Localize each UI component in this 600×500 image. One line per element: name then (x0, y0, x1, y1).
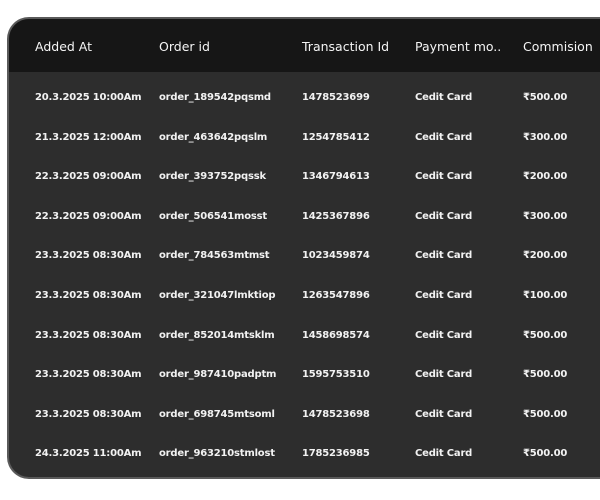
transactions-table: Added At Order id Transaction Id Payment… (7, 17, 600, 479)
cell-commission: ₹300.00 (523, 210, 568, 222)
cell-transaction-id: 1425367896 (302, 210, 370, 222)
column-header-payment-mode[interactable]: Payment mo.. (415, 39, 502, 54)
cell-commission: ₹500.00 (523, 408, 568, 420)
cell-order-id: order_784563mtmst (159, 250, 270, 262)
table-row[interactable]: 22.3.2025 09:00Am order_506541mosst 142536… (9, 197, 600, 237)
table-row[interactable]: 23.3.2025 08:30Am order_852014mtsklm 14586… (9, 316, 600, 356)
cell-payment-mode: Cedit Card (415, 171, 473, 183)
cell-transaction-id: 1595753510 (302, 369, 370, 381)
table-row[interactable]: 24.3.2025 11:00Am order_963210stmlost 1785… (9, 434, 600, 474)
cell-payment-mode: Cedit Card (415, 408, 473, 420)
cell-added-at: 23.3.2025 08:30Am (35, 408, 142, 420)
cell-commission: ₹300.00 (523, 131, 568, 143)
cell-order-id: order_321047lmktiop (159, 290, 276, 301)
cell-added-at: 23.3.2025 08:30Am (35, 329, 142, 341)
table-row[interactable]: 20.3.2025 10:00Am order_189542pqsmd 147852… (9, 78, 600, 118)
cell-order-id: order_852014mtsklm (159, 329, 275, 341)
cell-order-id: order_463642pqslm (159, 131, 268, 143)
cell-added-at: 23.3.2025 08:30Am (35, 369, 142, 381)
cell-added-at: 22.3.2025 09:00Am (35, 171, 142, 183)
table-header: Added At Order id Transaction Id Payment… (9, 19, 600, 72)
cell-added-at: 23.3.2025 08:30Am (35, 290, 142, 301)
table-row[interactable]: 23.3.2025 08:30Am order_321047lmktiop 1263… (9, 276, 600, 316)
cell-commission: ₹500.00 (523, 92, 568, 103)
cell-payment-mode: Cedit Card (415, 250, 473, 262)
cell-commission: ₹100.00 (523, 290, 568, 301)
cell-transaction-id: 1346794613 (302, 171, 370, 183)
cell-added-at: 20.3.2025 10:00Am (35, 92, 142, 103)
cell-added-at: 24.3.2025 11:00Am (35, 448, 142, 460)
column-header-commission[interactable]: Commision (523, 39, 593, 54)
cell-order-id: order_698745mtsoml (159, 408, 275, 420)
cell-commission: ₹200.00 (523, 250, 568, 262)
cell-payment-mode: Cedit Card (415, 92, 473, 103)
cell-transaction-id: 1263547896 (302, 290, 370, 301)
table-row[interactable]: 23.3.2025 08:30Am order_784563mtmst 102345… (9, 236, 600, 276)
cell-order-id: order_189542pqsmd (159, 92, 271, 103)
cell-commission: ₹200.00 (523, 171, 568, 183)
cell-commission: ₹500.00 (523, 448, 568, 460)
cell-commission: ₹500.00 (523, 329, 568, 341)
cell-transaction-id: 1785236985 (302, 448, 370, 460)
cell-payment-mode: Cedit Card (415, 210, 473, 222)
table-row[interactable]: 21.3.2025 12:00Am order_463642pqslm 125478… (9, 118, 600, 158)
cell-payment-mode: Cedit Card (415, 131, 473, 143)
cell-order-id: order_987410padptm (159, 369, 277, 381)
cell-order-id: order_506541mosst (159, 210, 267, 222)
table-row[interactable]: 23.3.2025 08:30Am order_987410padptm 15957… (9, 355, 600, 395)
cell-payment-mode: Cedit Card (415, 329, 473, 341)
cell-transaction-id: 1478523698 (302, 408, 370, 420)
cell-payment-mode: Cedit Card (415, 448, 473, 460)
cell-order-id: order_963210stmlost (159, 448, 275, 460)
cell-payment-mode: Cedit Card (415, 369, 473, 381)
cell-added-at: 21.3.2025 12:00Am (35, 131, 142, 143)
cell-transaction-id: 1478523699 (302, 92, 370, 103)
column-header-order-id[interactable]: Order id (159, 39, 210, 54)
cell-payment-mode: Cedit Card (415, 290, 473, 301)
table-row[interactable]: 22.3.2025 09:00Am order_393752pqssk 134679… (9, 157, 600, 197)
cell-transaction-id: 1254785412 (302, 131, 370, 143)
cell-transaction-id: 1023459874 (302, 250, 370, 262)
cell-commission: ₹500.00 (523, 369, 568, 381)
cell-added-at: 22.3.2025 09:00Am (35, 210, 142, 222)
table-row[interactable]: 23.3.2025 08:30Am order_698745mtsoml 14785… (9, 395, 600, 435)
cell-added-at: 23.3.2025 08:30Am (35, 250, 142, 262)
column-header-added-at[interactable]: Added At (35, 39, 93, 54)
column-header-transaction-id[interactable]: Transaction Id (302, 39, 390, 54)
cell-transaction-id: 1458698574 (302, 329, 370, 341)
cell-order-id: order_393752pqssk (159, 171, 266, 183)
